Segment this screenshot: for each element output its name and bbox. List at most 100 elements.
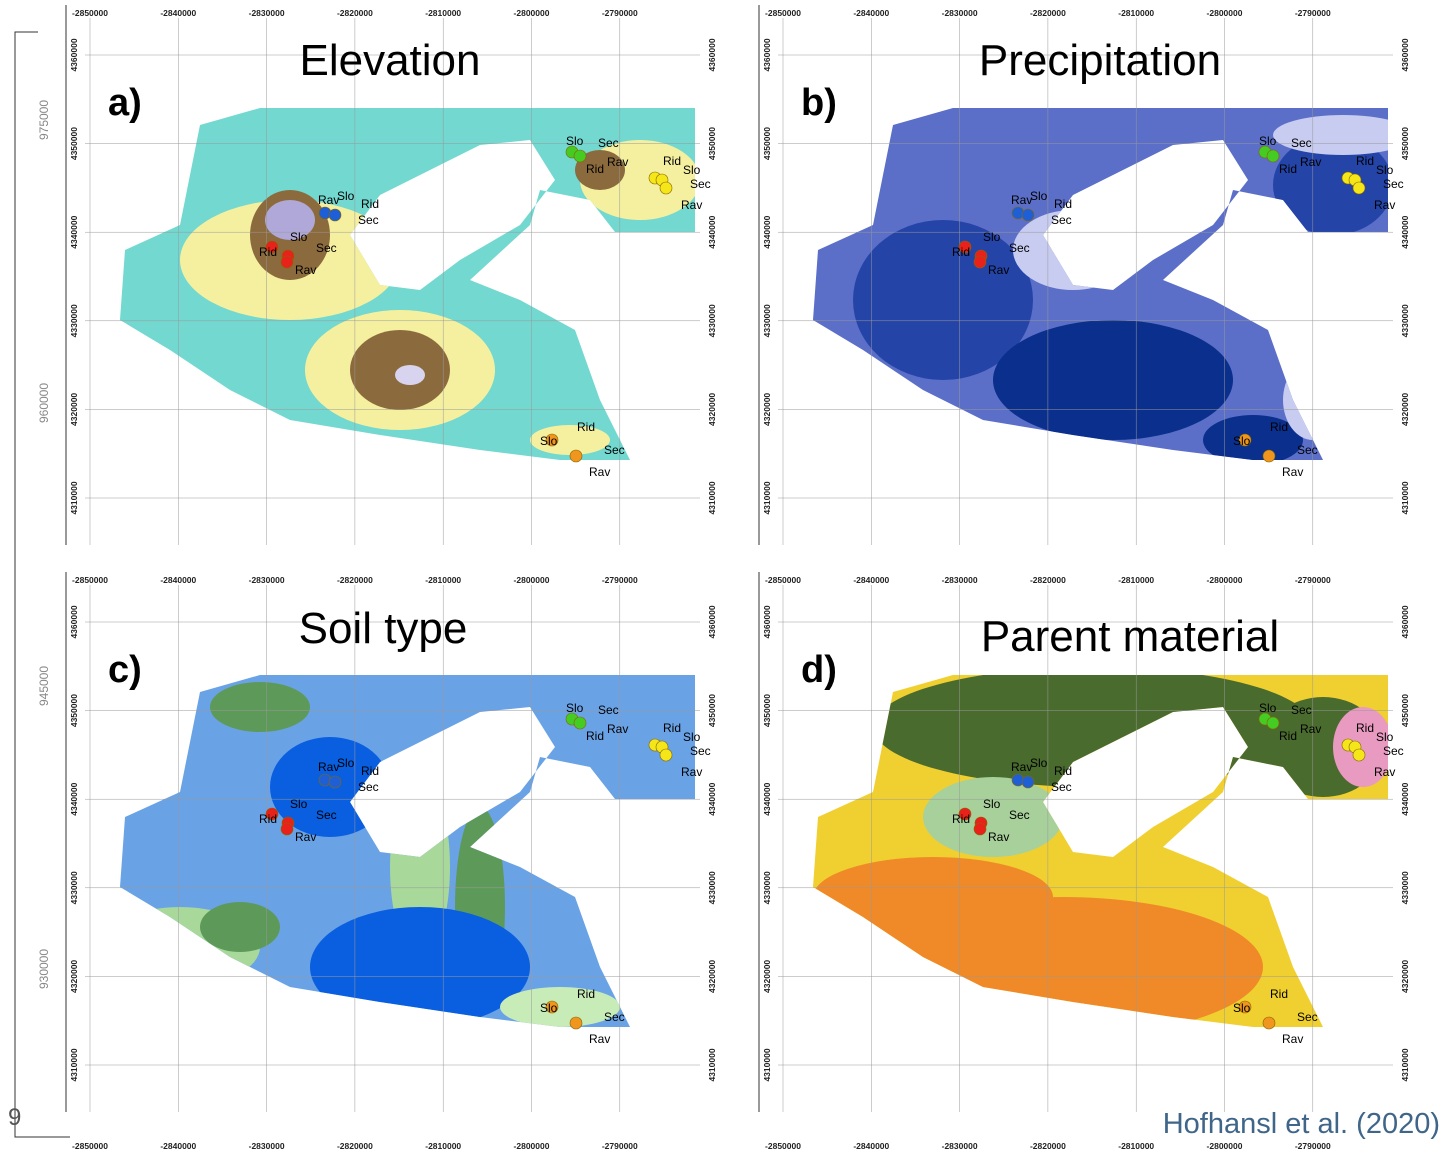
site-label: Rav	[1374, 198, 1395, 212]
panel-title: Precipitation	[979, 36, 1221, 85]
site-label: Slo	[337, 756, 355, 770]
map-panel: -2850000-2850000-2840000-2840000-2830000…	[759, 572, 1410, 1151]
site-label: Rid	[1054, 197, 1072, 211]
page: 9 Hofhansl et al. (2020) 975000960000945…	[0, 0, 1445, 1152]
site-label: Slo	[1233, 1001, 1251, 1015]
land-class	[873, 667, 1313, 787]
site-label: Rid	[361, 197, 379, 211]
site-label: Rav	[295, 263, 316, 277]
y-tick-label: 4350000	[707, 127, 717, 160]
site-label: Rid	[952, 245, 970, 259]
site-label: Sec	[1009, 241, 1030, 255]
site-label: Rid	[259, 245, 277, 259]
left-axis-label: 960000	[37, 383, 51, 423]
site-label: Sec	[604, 1010, 625, 1024]
map-panel: -2850000-2840000-2830000-2820000-2810000…	[66, 5, 717, 545]
site-label: Sec	[690, 177, 711, 191]
y-tick-label: 4340000	[707, 215, 717, 248]
site-dot	[974, 256, 986, 268]
y-tick-label: 4360000	[1400, 38, 1410, 71]
x-tick-label: -2810000	[425, 575, 461, 585]
y-tick-label: 4360000	[69, 605, 79, 638]
x-tick-label: -2840000	[160, 8, 196, 18]
x-tick-label: -2820000	[337, 8, 373, 18]
y-tick-label: 4360000	[707, 605, 717, 638]
site-label: Rid	[1356, 721, 1374, 735]
site-label: Sec	[316, 808, 337, 822]
y-tick-label: 4320000	[69, 960, 79, 993]
site-dot	[1022, 209, 1034, 221]
x-tick-label: -2830000	[249, 1141, 285, 1151]
x-tick-label: -2790000	[602, 8, 638, 18]
x-tick-label: -2790000	[602, 1141, 638, 1151]
x-tick-label: -2840000	[853, 1141, 889, 1151]
x-tick-label: -2840000	[160, 1141, 196, 1151]
site-label: Rav	[589, 1032, 610, 1046]
x-tick-label: -2820000	[1030, 575, 1066, 585]
x-tick-label: -2850000	[72, 8, 108, 18]
x-tick-label: -2790000	[1295, 1141, 1331, 1151]
site-label: Slo	[337, 189, 355, 203]
x-tick-label: -2810000	[1118, 575, 1154, 585]
site-label: Rav	[1300, 722, 1321, 736]
panel-title: Elevation	[299, 36, 480, 85]
panel-letter: d)	[801, 649, 837, 691]
site-label: Rid	[1054, 764, 1072, 778]
site-dot	[570, 1017, 582, 1029]
y-tick-label: 4320000	[69, 393, 79, 426]
site-label: Slo	[1259, 701, 1277, 715]
y-tick-label: 4340000	[1400, 782, 1410, 815]
site-label: Sec	[598, 703, 619, 717]
site-label: Rav	[681, 765, 702, 779]
y-tick-label: 4360000	[1400, 605, 1410, 638]
site-label: Rid	[1279, 162, 1297, 176]
site-label: Rav	[988, 830, 1009, 844]
site-label: Rid	[259, 812, 277, 826]
site-dot	[570, 450, 582, 462]
x-tick-label: -2820000	[1030, 1141, 1066, 1151]
y-tick-label: 4340000	[69, 782, 79, 815]
x-tick-label: -2790000	[1295, 8, 1331, 18]
y-tick-label: 4310000	[1400, 481, 1410, 514]
land-class	[813, 857, 1053, 937]
x-tick-label: -2810000	[1118, 1141, 1154, 1151]
site-label: Slo	[290, 230, 308, 244]
site-dot	[574, 150, 586, 162]
y-tick-label: 4350000	[1400, 694, 1410, 727]
y-tick-label: 4350000	[69, 127, 79, 160]
x-tick-label: -2810000	[425, 1141, 461, 1151]
y-tick-label: 4360000	[762, 605, 772, 638]
site-label: Rav	[589, 465, 610, 479]
site-dot	[1263, 1017, 1275, 1029]
site-label: Slo	[1376, 163, 1394, 177]
y-tick-label: 4360000	[762, 38, 772, 71]
y-tick-label: 4330000	[1400, 304, 1410, 337]
site-label: Slo	[290, 797, 308, 811]
y-tick-label: 4340000	[69, 215, 79, 248]
panel-letter: a)	[108, 82, 142, 124]
panel-title: Parent material	[981, 612, 1279, 661]
x-tick-label: -2800000	[1207, 575, 1243, 585]
site-label: Sec	[358, 780, 379, 794]
site-label: Slo	[1233, 434, 1251, 448]
y-tick-label: 4320000	[1400, 960, 1410, 993]
panel-title: Soil type	[299, 604, 468, 653]
site-label: Rid	[1270, 420, 1288, 434]
site-label: Sec	[1297, 443, 1318, 457]
y-tick-label: 4310000	[762, 1048, 772, 1081]
x-tick-label: -2800000	[1207, 1141, 1243, 1151]
site-label: Slo	[1030, 756, 1048, 770]
site-label: Rid	[1279, 729, 1297, 743]
left-axis-label: 975000	[37, 100, 51, 140]
site-label: Slo	[540, 1001, 558, 1015]
y-tick-label: 4330000	[707, 871, 717, 904]
site-label: Rid	[1270, 987, 1288, 1001]
site-dot	[660, 182, 672, 194]
land-class	[923, 777, 1063, 857]
y-tick-label: 4330000	[707, 304, 717, 337]
y-tick-label: 4310000	[762, 481, 772, 514]
site-label: Sec	[1291, 136, 1312, 150]
site-label: Rid	[586, 729, 604, 743]
site-label: Rav	[607, 722, 628, 736]
site-dot	[281, 256, 293, 268]
